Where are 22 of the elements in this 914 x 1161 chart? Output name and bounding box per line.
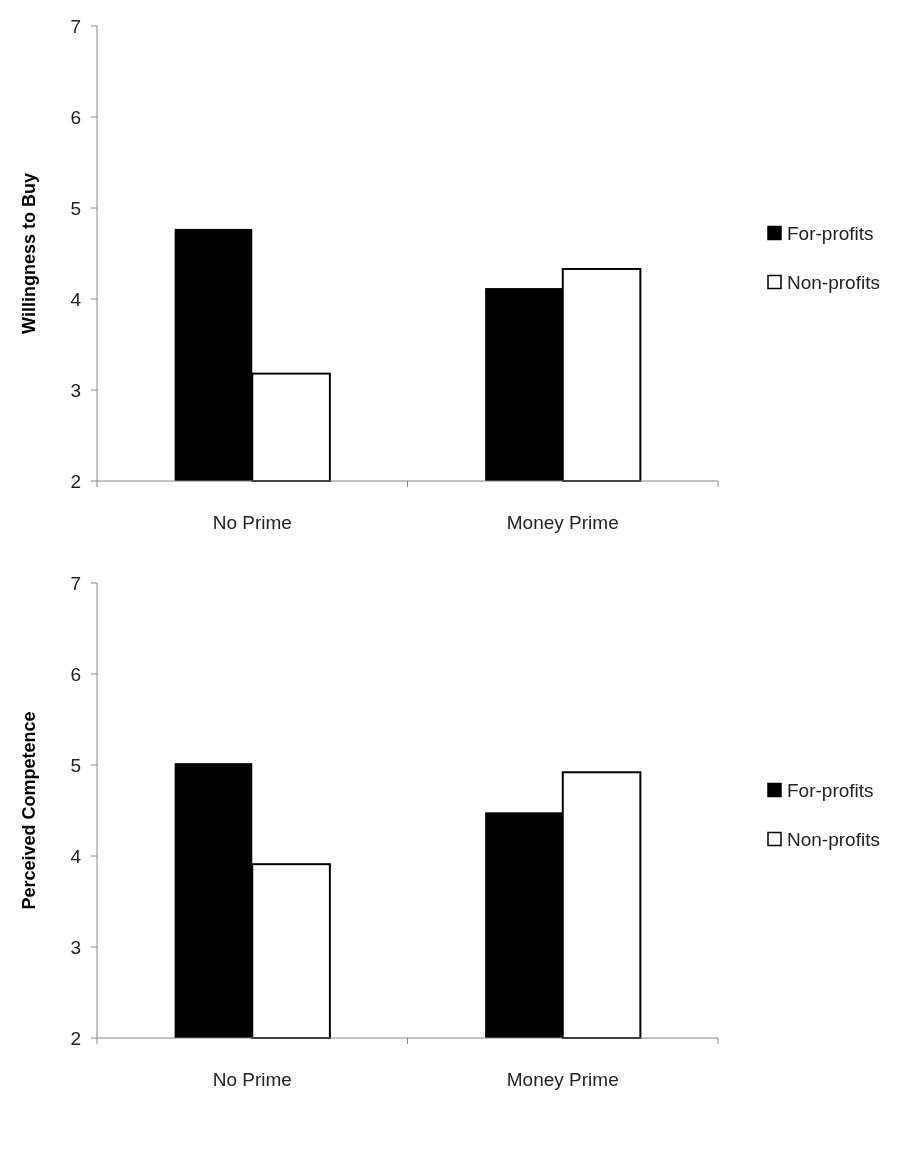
- x-tick-label: No Prime: [212, 512, 292, 533]
- legend-label: For-profits: [787, 780, 874, 802]
- y-tick-label: 6: [70, 106, 81, 128]
- y-tick-label: 4: [70, 288, 82, 310]
- y-tick-label: 3: [70, 379, 81, 401]
- x-tick-label: No Prime: [212, 1069, 292, 1090]
- y-tick-label: 5: [70, 754, 81, 776]
- legend-label: Non-profits: [787, 829, 880, 851]
- y-tick-label: 6: [70, 663, 81, 685]
- y-tick-label: 2: [70, 1027, 81, 1049]
- y-tick-label: 7: [70, 15, 81, 37]
- y-axis-title: Perceived Competence: [19, 711, 39, 910]
- legend-label: Non-profits: [787, 272, 880, 294]
- y-tick-label: 3: [70, 936, 81, 958]
- y-tick-label: 5: [70, 197, 81, 219]
- y-tick-label: 2: [70, 470, 81, 492]
- y-axis-title: Willingness to Buy: [19, 173, 39, 334]
- legend-label: For-profits: [787, 223, 874, 245]
- x-tick-label: Money Prime: [506, 1069, 619, 1090]
- y-tick-label: 4: [70, 845, 82, 867]
- y-tick-label: 7: [70, 572, 81, 594]
- x-tick-label: Money Prime: [506, 512, 619, 533]
